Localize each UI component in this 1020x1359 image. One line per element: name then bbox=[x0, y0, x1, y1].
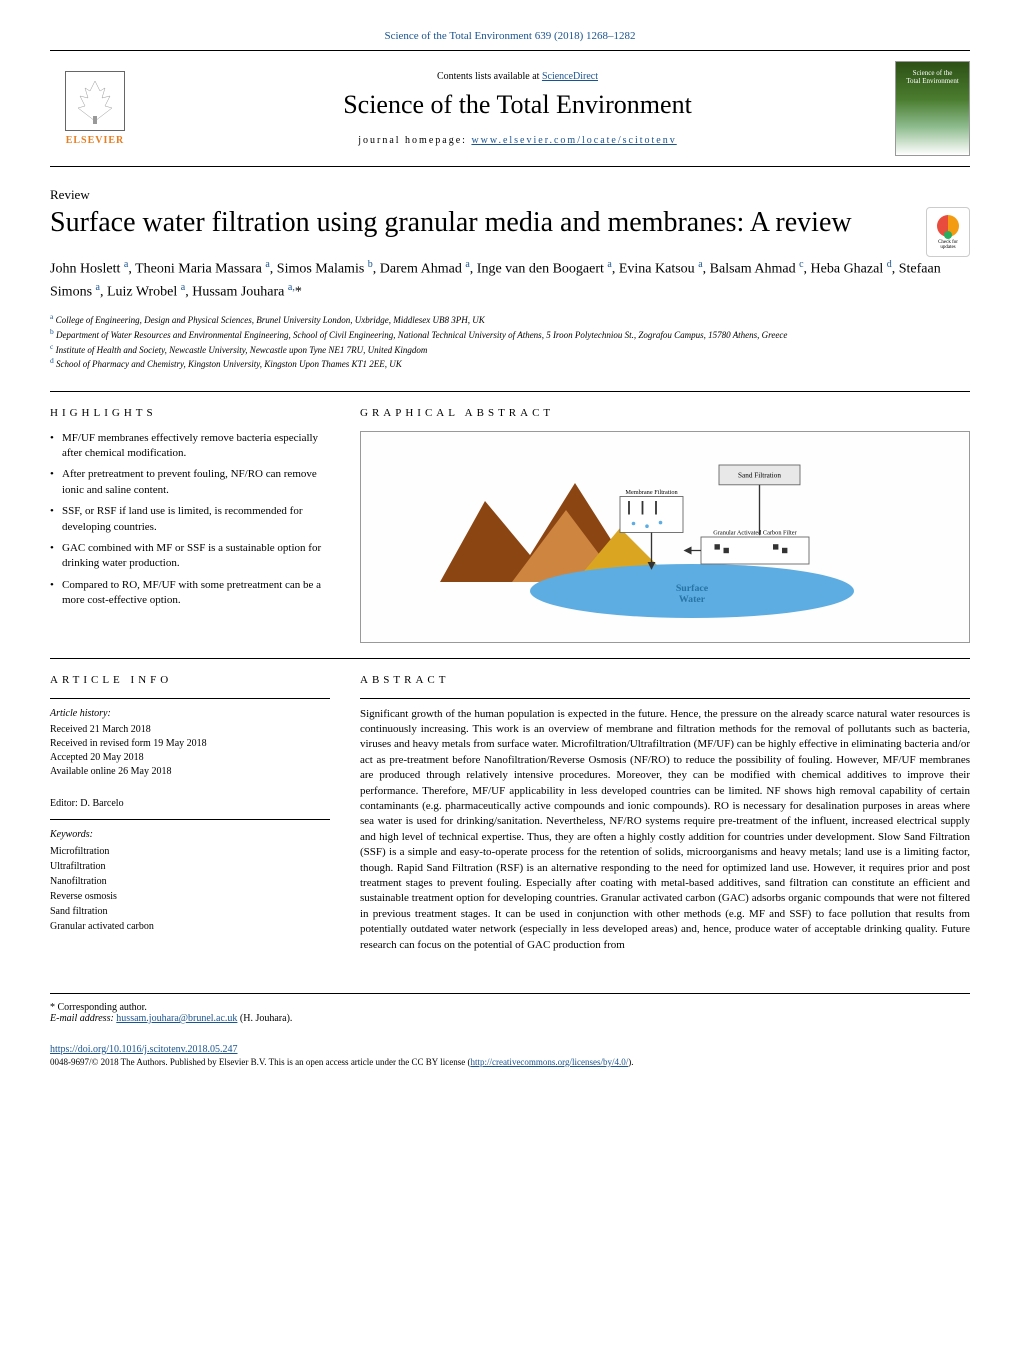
ga-water-label: Water bbox=[679, 593, 706, 604]
email-line: E-mail address: hussam.jouhara@brunel.ac… bbox=[50, 1013, 970, 1024]
corresponding-author: * Corresponding author. bbox=[50, 1002, 970, 1013]
email-label: E-mail address: bbox=[50, 1013, 116, 1024]
affiliation: c Institute of Health and Society, Newca… bbox=[50, 342, 970, 357]
article-type: Review bbox=[50, 187, 970, 203]
keywords-label: Keywords: bbox=[50, 828, 330, 842]
highlight-item: SSF, or RSF if land use is limited, is r… bbox=[50, 504, 330, 535]
copyright-line: 0048-9697/© 2018 The Authors. Published … bbox=[50, 1057, 970, 1067]
ga-col: GRAPHICAL ABSTRACT Surface Water Sand Fi… bbox=[360, 407, 970, 643]
accepted-date: Accepted 20 May 2018 bbox=[50, 751, 330, 765]
affiliation: b Department of Water Resources and Envi… bbox=[50, 327, 970, 342]
cc-link[interactable]: http://creativecommons.org/licenses/by/4… bbox=[470, 1057, 628, 1067]
crossmark-badge[interactable]: Check forupdates bbox=[926, 207, 970, 257]
homepage-line: journal homepage: www.elsevier.com/locat… bbox=[140, 135, 895, 146]
keywords-list: MicrofiltrationUltrafiltrationNanofiltra… bbox=[50, 844, 330, 934]
ga-gac-label: Granular Activated Carbon Filter bbox=[713, 529, 797, 536]
abstract-text: Significant growth of the human populati… bbox=[360, 707, 970, 953]
received-date: Received 21 March 2018 bbox=[50, 723, 330, 737]
elsevier-logo: ELSEVIER bbox=[50, 71, 140, 146]
header-center: Contents lists available at ScienceDirec… bbox=[140, 71, 895, 146]
highlights-heading: HIGHLIGHTS bbox=[50, 407, 330, 419]
affiliation: a College of Engineering, Design and Phy… bbox=[50, 312, 970, 327]
doi-line: https://doi.org/10.1016/j.scitotenv.2018… bbox=[50, 1044, 970, 1055]
copyright-end: ). bbox=[628, 1057, 633, 1067]
journal-citation: Science of the Total Environment 639 (20… bbox=[50, 30, 970, 42]
online-date: Available online 26 May 2018 bbox=[50, 765, 330, 779]
highlight-item: GAC combined with MF or SSF is a sustain… bbox=[50, 541, 330, 572]
keyword-item: Nanofiltration bbox=[50, 874, 330, 889]
doi-link[interactable]: https://doi.org/10.1016/j.scitotenv.2018… bbox=[50, 1044, 238, 1055]
article-history: Article history: Received 21 March 2018 … bbox=[50, 707, 330, 779]
keyword-item: Sand filtration bbox=[50, 904, 330, 919]
sciencedirect-link[interactable]: ScienceDirect bbox=[542, 71, 598, 82]
ga-svg: Surface Water Sand Filtration Membrane F… bbox=[376, 447, 954, 627]
elsevier-tree-icon bbox=[65, 71, 125, 131]
crossmark-icon bbox=[937, 215, 959, 237]
ga-sand-label: Sand Filtration bbox=[738, 471, 781, 479]
graphical-abstract: Surface Water Sand Filtration Membrane F… bbox=[360, 431, 970, 643]
contents-available: Contents lists available at ScienceDirec… bbox=[140, 71, 895, 82]
highlight-item: MF/UF membranes effectively remove bacte… bbox=[50, 431, 330, 462]
ga-heading: GRAPHICAL ABSTRACT bbox=[360, 407, 970, 419]
abstract-col: ABSTRACT Significant growth of the human… bbox=[360, 674, 970, 953]
info-abstract-row: ARTICLE INFO Article history: Received 2… bbox=[50, 674, 970, 953]
keyword-item: Ultrafiltration bbox=[50, 859, 330, 874]
article-info-col: ARTICLE INFO Article history: Received 2… bbox=[50, 674, 330, 953]
email-suffix: (H. Jouhara). bbox=[237, 1013, 292, 1024]
divider-2 bbox=[50, 658, 970, 659]
authors-list: John Hoslett a, Theoni Maria Massara a, … bbox=[50, 257, 970, 302]
homepage-link[interactable]: www.elsevier.com/locate/scitotenv bbox=[471, 135, 676, 146]
footer: * Corresponding author. E-mail address: … bbox=[50, 993, 970, 1024]
ga-membrane-label: Membrane Filtration bbox=[625, 488, 678, 495]
keyword-item: Granular activated carbon bbox=[50, 919, 330, 934]
revised-date: Received in revised form 19 May 2018 bbox=[50, 737, 330, 751]
crossmark-text: Check forupdates bbox=[938, 240, 958, 250]
journal-header: ELSEVIER Contents lists available at Sci… bbox=[50, 50, 970, 167]
article-info-heading: ARTICLE INFO bbox=[50, 674, 330, 686]
contents-label: Contents lists available at bbox=[437, 71, 542, 82]
affiliation: d School of Pharmacy and Chemistry, King… bbox=[50, 356, 970, 371]
keyword-item: Microfiltration bbox=[50, 844, 330, 859]
journal-title: Science of the Total Environment bbox=[140, 90, 895, 120]
keywords-block: Keywords: MicrofiltrationUltrafiltration… bbox=[50, 828, 330, 934]
highlight-item: After pretreatment to prevent fouling, N… bbox=[50, 467, 330, 498]
abstract-heading: ABSTRACT bbox=[360, 674, 970, 686]
highlights-col: HIGHLIGHTS MF/UF membranes effectively r… bbox=[50, 407, 330, 643]
editor-line: Editor: D. Barcelo bbox=[50, 797, 330, 811]
article-title: Surface water filtration using granular … bbox=[50, 207, 911, 239]
highlights-ga-row: HIGHLIGHTS MF/UF membranes effectively r… bbox=[50, 407, 970, 643]
divider bbox=[50, 391, 970, 392]
ga-surface-label: Surface bbox=[676, 583, 709, 594]
history-label: Article history: bbox=[50, 707, 330, 721]
copyright-text: 0048-9697/© 2018 The Authors. Published … bbox=[50, 1057, 470, 1067]
journal-cover: Science of the Total Environment bbox=[895, 61, 970, 156]
homepage-label: journal homepage: bbox=[358, 135, 471, 146]
highlights-list: MF/UF membranes effectively remove bacte… bbox=[50, 431, 330, 609]
highlight-item: Compared to RO, MF/UF with some pretreat… bbox=[50, 578, 330, 609]
title-row: Surface water filtration using granular … bbox=[50, 207, 970, 257]
email-link[interactable]: hussam.jouhara@brunel.ac.uk bbox=[116, 1013, 237, 1024]
keyword-item: Reverse osmosis bbox=[50, 889, 330, 904]
affiliations: a College of Engineering, Design and Phy… bbox=[50, 312, 970, 370]
cover-line2: Total Environment bbox=[906, 78, 959, 86]
elsevier-name: ELSEVIER bbox=[66, 135, 125, 146]
